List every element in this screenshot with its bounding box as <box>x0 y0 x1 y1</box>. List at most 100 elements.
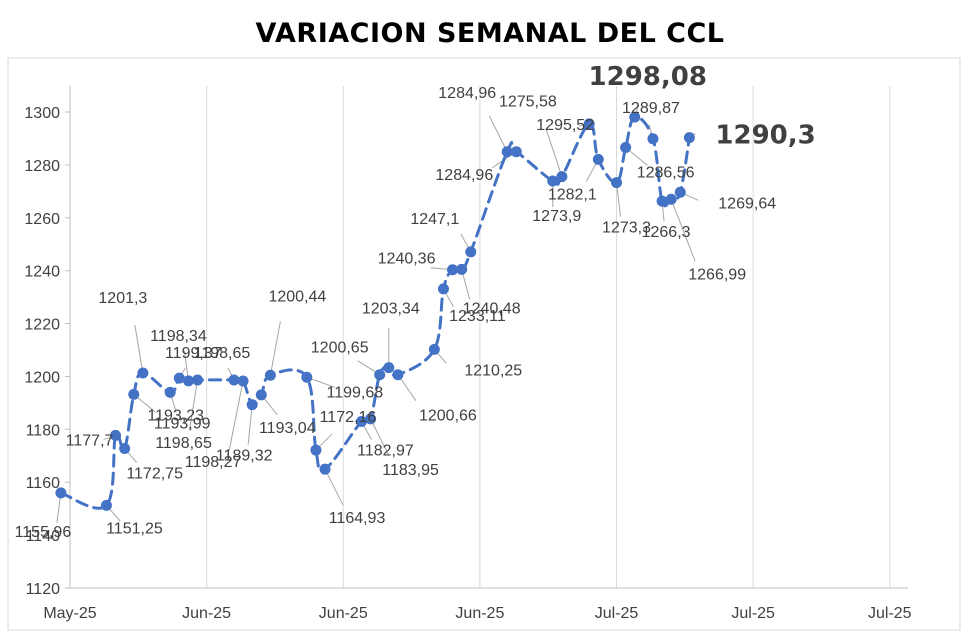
data-label: 1177,7 <box>66 432 114 449</box>
data-point <box>383 362 395 374</box>
data-point <box>665 193 677 205</box>
data-label: 1266,99 <box>688 266 746 283</box>
data-point <box>173 372 185 384</box>
data-point <box>656 195 668 207</box>
data-label: 1200,44 <box>268 288 326 305</box>
data-point <box>647 133 659 145</box>
data-label: 1198,65 <box>155 435 212 452</box>
data-label: 1155,96 <box>15 524 72 541</box>
data-label: 1240,48 <box>463 300 521 317</box>
data-label: 1290,3 <box>715 121 815 151</box>
leader-line <box>269 321 281 376</box>
data-label: 1198,65 <box>194 345 251 362</box>
data-label: 1282,1 <box>548 186 597 203</box>
data-label: 1183,95 <box>382 462 439 479</box>
data-label: 1151,25 <box>106 520 163 537</box>
data-label: 1198,27 <box>185 454 242 471</box>
data-label: 1172,16 <box>320 409 377 426</box>
leader-line <box>545 128 563 177</box>
leader-line <box>247 404 253 445</box>
leader-line <box>134 324 144 374</box>
data-point <box>365 413 377 425</box>
x-tick-label: Jun-25 <box>455 605 504 622</box>
y-tick-label: 1160 <box>26 475 61 492</box>
data-label: 1284,96 <box>435 167 493 184</box>
data-label: 1164,93 <box>329 510 386 527</box>
data-label: 1200,65 <box>311 340 369 357</box>
data-label: 1200,66 <box>419 408 477 425</box>
data-point <box>456 263 468 275</box>
data-label: 1286,56 <box>637 165 695 182</box>
data-label: 1199,68 <box>326 384 383 401</box>
leader-line <box>616 182 622 217</box>
y-tick-label: 1200 <box>24 369 60 386</box>
y-tick-label: 1280 <box>24 158 60 175</box>
data-point <box>310 444 322 456</box>
y-tick-label: 1180 <box>26 422 61 439</box>
x-tick-label: Jul-25 <box>595 605 639 622</box>
data-point <box>164 386 176 398</box>
data-point <box>119 443 131 455</box>
data-point <box>674 186 686 198</box>
data-point <box>592 153 604 165</box>
leader-line <box>488 115 508 152</box>
data-label: 1203,34 <box>362 301 420 318</box>
data-point <box>437 283 449 295</box>
data-label: 1284,96 <box>438 85 496 102</box>
data-point <box>319 463 331 475</box>
data-label: 1295,52 <box>536 117 594 134</box>
y-tick-label: 1220 <box>24 317 60 334</box>
data-label: 1240,36 <box>378 251 436 268</box>
data-point <box>629 111 641 123</box>
data-point <box>392 369 404 381</box>
data-point <box>100 499 112 511</box>
y-tick-label: 1300 <box>24 105 60 122</box>
data-label: 1275,58 <box>499 94 557 111</box>
x-tick-label: Jul-25 <box>868 605 912 622</box>
data-label: 1182,97 <box>357 442 414 459</box>
data-point <box>192 374 204 386</box>
y-tick-label: 1120 <box>26 581 61 598</box>
data-label: 1247,1 <box>410 211 459 228</box>
leader-line <box>324 468 344 506</box>
data-point <box>228 374 240 386</box>
data-label: 1273,9 <box>532 208 581 225</box>
data-point <box>301 371 313 383</box>
data-label: 1289,87 <box>622 100 680 117</box>
data-point <box>583 118 595 130</box>
x-tick-label: Jun-25 <box>319 605 368 622</box>
y-tick-label: 1140 <box>26 528 61 545</box>
data-point <box>620 142 632 154</box>
data-label: 1201,3 <box>98 290 147 307</box>
leader-line <box>189 379 199 431</box>
data-point <box>428 343 440 355</box>
y-tick-label: 1260 <box>24 211 60 228</box>
x-tick-label: May-25 <box>43 605 96 622</box>
data-label: 1193,99 <box>154 415 211 432</box>
data-point <box>255 389 267 401</box>
data-label: 1189,32 <box>216 448 273 465</box>
data-label: 1266,3 <box>642 224 691 241</box>
leader-line <box>670 199 696 262</box>
y-tick-label: 1240 <box>24 264 60 281</box>
data-point <box>611 177 623 189</box>
data-point <box>510 146 522 158</box>
data-point <box>447 264 459 276</box>
data-label: 1198,34 <box>150 328 207 345</box>
data-point <box>182 375 194 387</box>
data-point <box>246 399 258 411</box>
data-point <box>374 369 386 381</box>
data-point <box>355 415 367 427</box>
data-label: 1210,25 <box>464 362 522 379</box>
data-point <box>110 429 122 441</box>
data-label: 1193,23 <box>147 407 204 424</box>
x-tick-label: Jul-25 <box>731 605 775 622</box>
x-tick-label: Jun-25 <box>182 605 231 622</box>
data-point <box>683 132 695 144</box>
data-label: 1199,37 <box>165 345 222 362</box>
data-labels: 1155,96 1151,25 1177,7 1172,75 1193,23 1201,3… <box>15 62 816 541</box>
data-point <box>128 388 140 400</box>
data-point <box>501 146 513 158</box>
leader-line <box>370 418 390 456</box>
chart-frame <box>7 57 961 631</box>
